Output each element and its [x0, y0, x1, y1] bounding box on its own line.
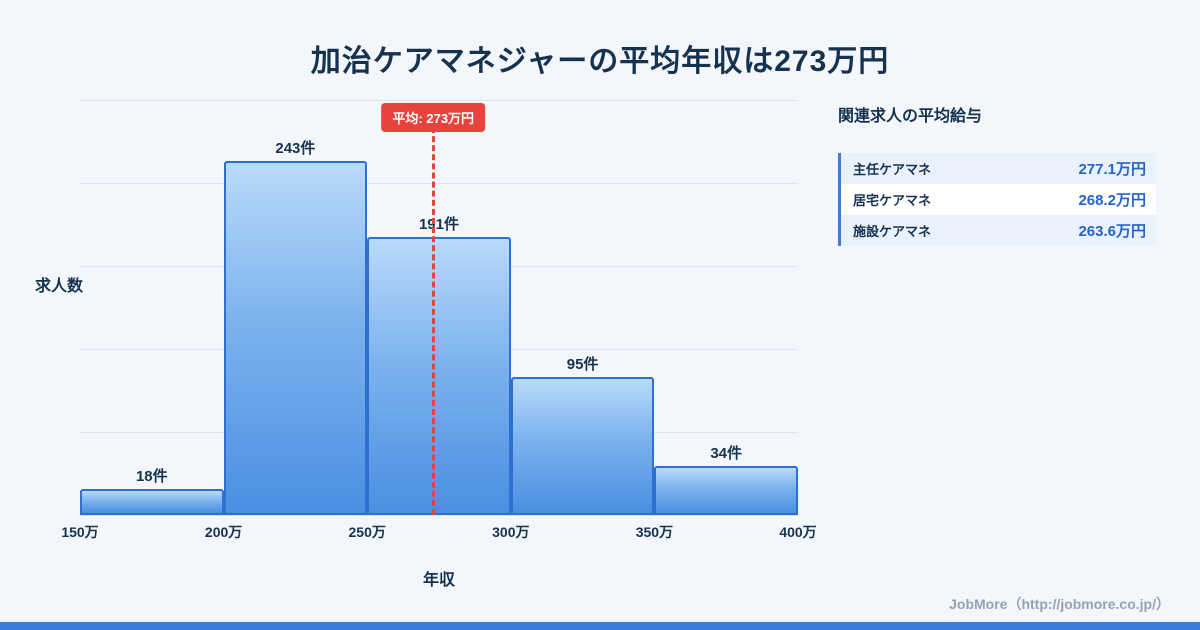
histogram-bar: 191件	[367, 216, 511, 515]
plot-area: 18件 243件 191件 95件 34件	[80, 100, 798, 516]
x-axis-ticks: 150万 200万 250万 300万 350万 400万	[61, 522, 816, 542]
salary-row-label: 施設ケアマネ	[853, 224, 932, 239]
footer-bar	[0, 622, 1200, 630]
salary-row-value: 268.2万円	[1078, 192, 1146, 209]
salary-row: 主任ケアマネ 277.1万円	[841, 153, 1156, 184]
x-axis-label: 年収	[422, 572, 455, 589]
salary-row-value: 263.6万円	[1078, 223, 1146, 240]
x-tick: 400万	[779, 524, 817, 540]
gridline	[80, 183, 798, 184]
gridline	[80, 100, 798, 101]
salary-row-value: 277.1万円	[1078, 161, 1146, 178]
bar-value-label: 34件	[710, 444, 743, 462]
salary-row: 居宅ケアマネ 268.2万円	[841, 184, 1156, 215]
x-tick: 350万	[635, 524, 674, 540]
credit: JobMore（http://jobmore.co.jp/）	[949, 596, 1170, 612]
y-axis-label: 求人数	[35, 278, 84, 295]
bar-value-label: 191件	[418, 215, 459, 233]
gridline	[80, 515, 798, 516]
histogram-bar: 18件	[80, 468, 224, 515]
x-tick: 300万	[492, 524, 530, 540]
bar-value-label: 18件	[135, 467, 168, 485]
bar-value-label: 243件	[275, 140, 316, 158]
histogram-bar: 34件	[654, 445, 798, 515]
bar-value-label: 95件	[566, 355, 599, 373]
average-badge: 平均: 273万円	[381, 103, 486, 132]
bar-chart: 求人数 18件 243件 191件 95件 34件 平均: 273万円 150万 200万…	[35, 100, 817, 600]
average-line	[431, 127, 435, 515]
salary-row-label: 主任ケアマネ	[853, 162, 932, 177]
side-panel: 関連求人の平均給与 主任ケアマネ 277.1万円 居宅ケアマネ 268.2万円 …	[838, 102, 1156, 246]
histogram-bar: 243件	[223, 140, 368, 515]
x-tick: 200万	[204, 524, 243, 540]
histogram-bar: 95件	[510, 356, 655, 515]
salary-row-label: 居宅ケアマネ	[853, 193, 932, 208]
x-tick: 150万	[61, 524, 99, 540]
side-panel-heading: 関連求人の平均給与	[838, 108, 983, 125]
salary-row: 施設ケアマネ 263.6万円	[841, 215, 1156, 246]
x-tick: 250万	[348, 524, 386, 540]
page-title: 加治ケアマネジャーの平均年収は273万円	[310, 45, 890, 78]
salary-table: 主任ケアマネ 277.1万円 居宅ケアマネ 268.2万円 施設ケアマネ 263…	[838, 153, 1156, 246]
